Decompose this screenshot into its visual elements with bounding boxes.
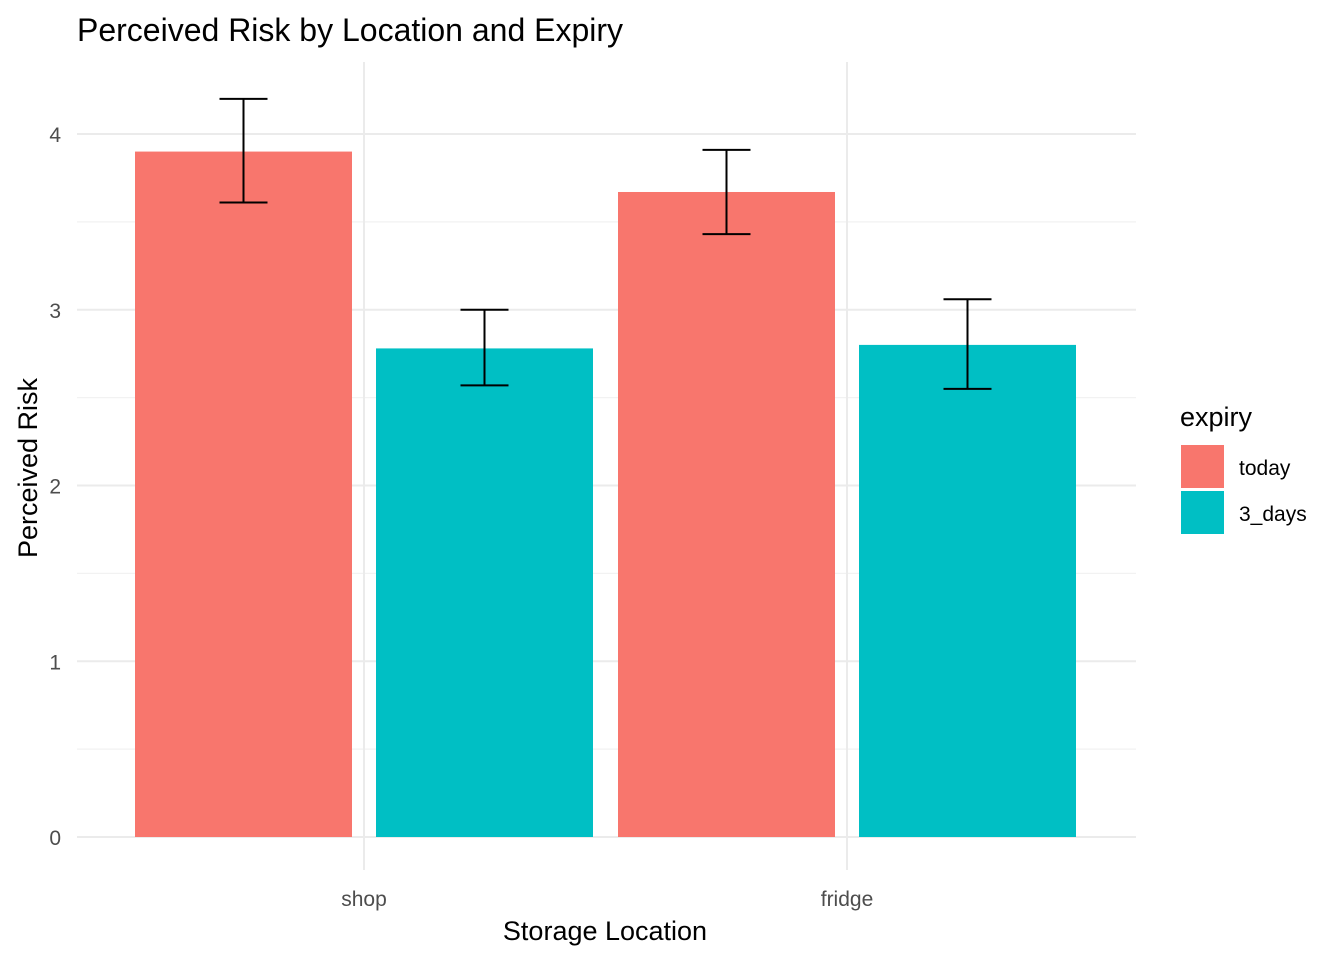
chart-title: Perceived Risk by Location and Expiry xyxy=(77,12,623,48)
legend-key-3_days xyxy=(1181,491,1224,534)
y-axis-title: Perceived Risk xyxy=(13,377,43,558)
y-tick-label: 4 xyxy=(49,124,61,147)
legend-key-today xyxy=(1181,445,1224,488)
bar-fridge-3_days xyxy=(859,344,1076,837)
legend-label-today: today xyxy=(1239,457,1291,480)
bar-fridge-today xyxy=(618,191,835,837)
y-tick-label: 3 xyxy=(49,300,61,323)
x-tick-label-shop: shop xyxy=(341,888,387,911)
y-axis-ticks: 0 1 2 3 4 xyxy=(49,124,61,850)
legend-label-3_days: 3_days xyxy=(1239,503,1307,526)
error-bar-shop-3_days xyxy=(460,308,509,387)
error-bar-fridge-3_days xyxy=(943,298,992,390)
legend-title: expiry xyxy=(1180,402,1253,432)
bars xyxy=(135,151,1076,837)
bar-shop-today xyxy=(135,151,352,837)
error-bars xyxy=(219,97,992,390)
error-bar-fridge-today xyxy=(702,148,751,236)
bar-shop-3_days xyxy=(376,348,593,837)
x-axis-title: Storage Location xyxy=(503,916,707,946)
x-axis-ticks: shop fridge xyxy=(341,888,873,911)
legend: expiry today 3_days xyxy=(1180,402,1307,534)
y-tick-label: 0 xyxy=(49,827,61,850)
y-tick-label: 1 xyxy=(49,651,61,674)
error-bar-shop-today xyxy=(219,97,268,204)
y-tick-label: 2 xyxy=(49,476,61,499)
x-tick-label-fridge: fridge xyxy=(821,888,874,911)
